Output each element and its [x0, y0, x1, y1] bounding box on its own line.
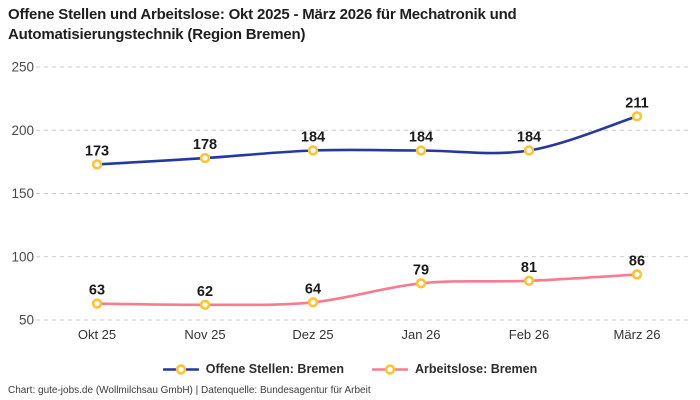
x-axis-tick-label: Okt 25 [78, 327, 116, 342]
data-point-marker-arbeitslose-bremen[interactable] [307, 297, 319, 308]
data-point-label: 173 [85, 143, 109, 159]
y-axis-tick-label: 250 [11, 60, 34, 75]
data-point-label: 79 [413, 262, 429, 278]
x-axis-tick-label: Dez 25 [292, 327, 333, 342]
x-axis-tick-label: Nov 25 [184, 327, 225, 342]
chart-legend: Offene Stellen: Bremen Arbeitslose: Breme… [0, 362, 700, 376]
legend-label: Arbeitslose: Bremen [414, 362, 538, 376]
y-axis-tick-label: 50 [19, 313, 34, 328]
data-point-label: 184 [301, 129, 325, 145]
data-point-label: 178 [193, 137, 217, 153]
legend-line-marker-icon [162, 363, 199, 375]
chart-footer-attribution: Chart: gute-jobs.de (Wollmilchsau GmbH) … [8, 385, 371, 396]
data-point-marker-offene-stellen-bremen[interactable] [91, 159, 103, 170]
data-point-marker-offene-stellen-bremen[interactable] [415, 145, 427, 156]
x-axis-tick-label: März 26 [614, 327, 661, 342]
y-axis-tick-label: 100 [11, 249, 34, 264]
chart-title-line1: Offene Stellen und Arbeitslose: Okt 2025… [8, 6, 517, 23]
data-point-marker-offene-stellen-bremen[interactable] [199, 152, 211, 164]
data-point-label: 64 [305, 281, 321, 297]
data-point-marker-arbeitslose-bremen[interactable] [415, 278, 427, 289]
data-point-marker-arbeitslose-bremen[interactable] [199, 299, 211, 311]
legend-item-arbeitslose-bremen[interactable]: Arbeitslose: Bremen [371, 362, 538, 376]
data-point-label: 211 [625, 95, 648, 111]
legend-label: Offene Stellen: Bremen [205, 362, 344, 376]
data-point-label: 184 [409, 129, 433, 145]
data-point-marker-offene-stellen-bremen[interactable] [307, 145, 319, 156]
data-point-marker-offene-stellen-bremen[interactable] [523, 145, 535, 156]
x-axis-tick-label: Jan 26 [401, 327, 440, 342]
data-point-marker-arbeitslose-bremen[interactable] [631, 269, 643, 280]
data-point-label: 86 [629, 253, 645, 269]
chart-title-line2: Automatisierungstechnik (Region Bremen) [8, 25, 306, 43]
legend-item-offene-stellen-bremen[interactable]: Offene Stellen: Bremen [162, 362, 344, 376]
legend-line-marker-icon [371, 363, 408, 375]
data-point-label: 184 [517, 129, 541, 145]
y-axis-tick-label: 200 [11, 123, 34, 138]
series-line-arbeitslose-bremen [95, 273, 639, 307]
y-axis-tick-label: 150 [11, 186, 34, 201]
data-point-label: 62 [197, 284, 213, 300]
chart-title: Offene Stellen und Arbeitslose: Okt 2025… [8, 5, 517, 44]
x-axis-tick-label: Feb 26 [509, 327, 549, 342]
data-point-marker-arbeitslose-bremen[interactable] [523, 275, 535, 286]
data-point-label: 81 [521, 260, 537, 276]
data-point-marker-offene-stellen-bremen[interactable] [631, 111, 643, 122]
data-point-label: 63 [89, 283, 105, 299]
data-point-marker-arbeitslose-bremen[interactable] [91, 298, 103, 309]
series-line-offene-stellen-bremen [95, 115, 639, 166]
